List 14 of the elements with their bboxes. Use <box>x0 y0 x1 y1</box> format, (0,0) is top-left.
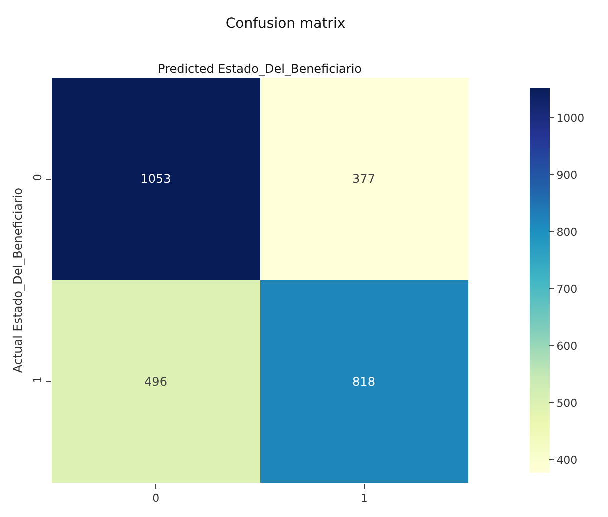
chart-title: Confusion matrix <box>226 16 346 32</box>
data-label: 818 <box>352 375 376 390</box>
color-bar-label: 1000 <box>556 112 585 126</box>
color-bar-label: 600 <box>556 340 578 353</box>
color-bar-label: 400 <box>556 454 578 467</box>
color-bar-label: 800 <box>556 226 578 239</box>
x-axis-title: Predicted Estado_Del_Beneficiario <box>158 62 362 76</box>
data-label: 1053 <box>140 172 172 186</box>
color-bar-label: 700 <box>556 282 578 296</box>
data-label: 377 <box>352 172 376 186</box>
color-bar-label: 900 <box>556 168 578 182</box>
color-bar-label: 500 <box>556 396 578 410</box>
y-axis-title: Actual Estado_Del_Beneficiario <box>10 188 25 374</box>
data-label: 496 <box>144 375 168 390</box>
